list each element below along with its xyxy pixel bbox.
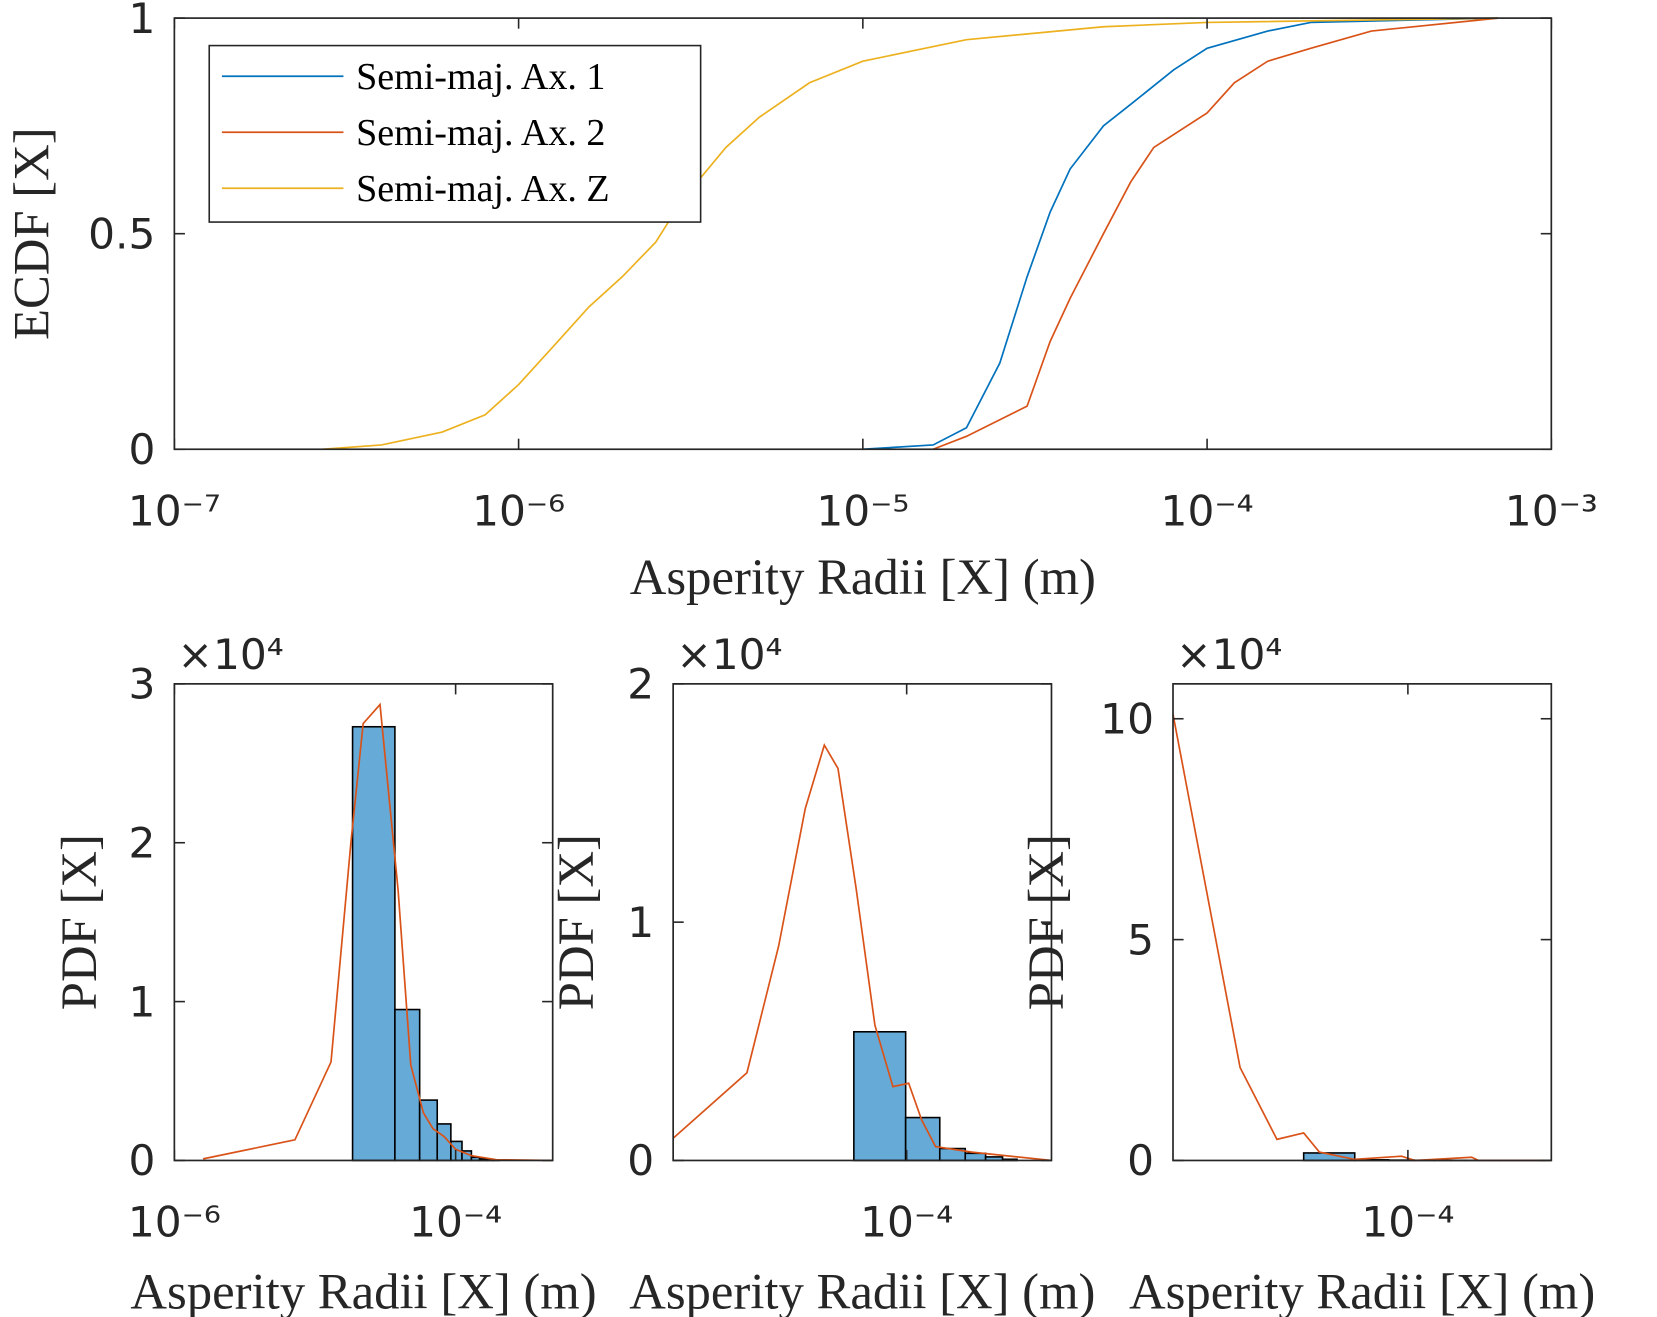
plot-area: [1173, 683, 1552, 1161]
y-exponent-label: ×10⁴: [178, 630, 284, 679]
pdf-line: [672, 743, 1052, 1162]
pdf-line: [202, 702, 553, 1162]
y-tick-label: 0: [1127, 1136, 1154, 1185]
x-tick-label: 10⁻⁴: [1161, 486, 1254, 535]
x-tick-label: 10⁻⁴: [860, 1198, 953, 1247]
pdf-line: [1172, 714, 1552, 1162]
y-tick-label: 2: [128, 819, 155, 868]
x-axis-label: Asperity Radii [X] (m): [630, 549, 1096, 605]
histogram-bar: [964, 1152, 987, 1162]
axes-box: [1172, 683, 1553, 1162]
axes: [672, 683, 1053, 1162]
y-exponent-label: ×10⁴: [1176, 630, 1282, 679]
y-axis-label: PDF [X]: [548, 834, 604, 1010]
axes: [173, 683, 554, 1162]
x-tick-label: 10⁻⁴: [409, 1198, 502, 1247]
histogram-bar: [904, 1116, 941, 1162]
y-tick-label: 1: [627, 898, 654, 947]
y-tick-label: 1: [128, 977, 155, 1026]
histogram-bar: [394, 1008, 421, 1162]
y-axis-label: PDF [X]: [51, 834, 107, 1010]
y-tick-label: 0.5: [88, 209, 155, 258]
y-tick-label: 2: [627, 660, 654, 709]
histogram-bar: [853, 1030, 907, 1162]
x-axis-label: Asperity Radii [X] (m): [629, 1263, 1095, 1317]
y-axis-label: PDF [X]: [1018, 834, 1074, 1010]
y-tick-label: 0: [627, 1136, 654, 1185]
x-axis-label: Asperity Radii [X] (m): [130, 1263, 596, 1317]
axes: [1172, 683, 1553, 1162]
ecdf-line: [932, 17, 1499, 451]
x-tick-label: 10⁻⁶: [472, 486, 565, 535]
legend: Semi-maj. Ax. 1 Semi-maj. Ax. 2 Semi-maj. …: [208, 44, 702, 223]
x-tick-label: 10⁻⁵: [816, 486, 909, 535]
y-tick-label: 3: [128, 660, 155, 709]
ecdf-line: [862, 17, 1499, 451]
legend-box: [208, 44, 702, 223]
legend-label: Semi-maj. Ax. 1: [356, 56, 605, 98]
x-tick-label: 10⁻⁷: [128, 486, 221, 535]
y-tick-label: 5: [1127, 915, 1154, 964]
y-tick-label: 0: [128, 425, 155, 474]
legend-label: Semi-maj. Ax. Z: [356, 168, 610, 210]
x-tick-label: 10⁻⁴: [1361, 1198, 1454, 1247]
y-tick-label: 1: [128, 0, 155, 43]
y-exponent-label: ×10⁴: [676, 630, 782, 679]
x-tick-label: 10⁻⁶: [128, 1198, 221, 1247]
y-tick-label: 10: [1100, 695, 1154, 744]
y-axis-label: ECDF [X]: [4, 127, 60, 340]
legend-label: Semi-maj. Ax. 2: [356, 112, 605, 154]
axes-box: [173, 683, 554, 1162]
x-tick-label: 10⁻³: [1505, 486, 1598, 535]
x-axis-label: Asperity Radii [X] (m): [1129, 1263, 1595, 1317]
y-tick-label: 0: [128, 1136, 155, 1185]
